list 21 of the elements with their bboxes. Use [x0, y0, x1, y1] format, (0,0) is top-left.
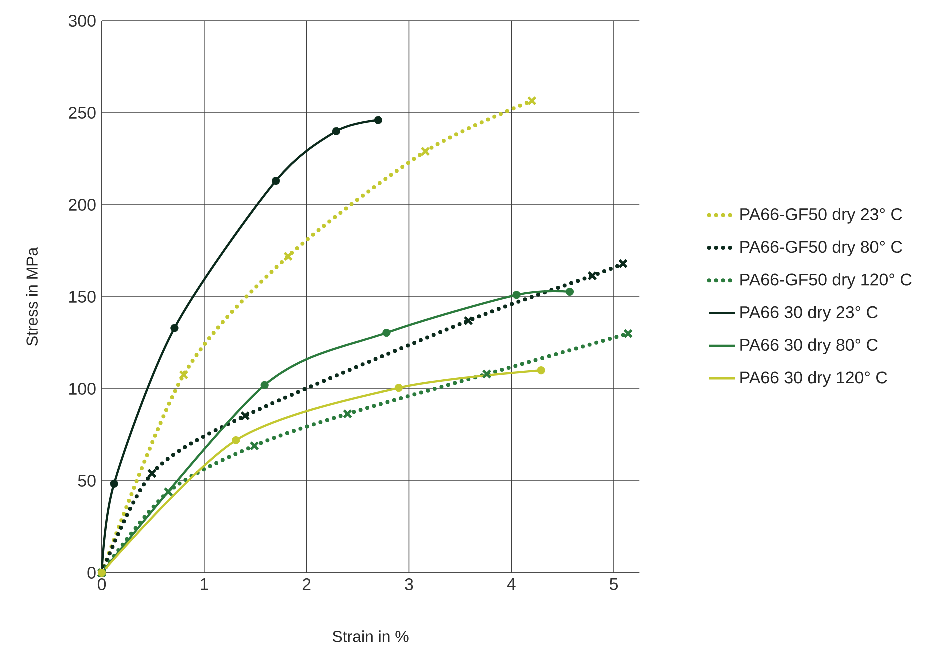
x-tick-label: 5 — [610, 578, 618, 590]
y-tick-label: 100 — [70, 382, 96, 395]
y-tick-label: 300 — [68, 14, 96, 27]
legend-label: PA66 30 dry 80° C — [740, 338, 878, 354]
legend-label: PA66-GF50 dry 23° C — [740, 208, 902, 224]
x-axis-title: Strain in % — [332, 630, 409, 642]
legend-label: PA66 30 dry 23° C — [740, 306, 878, 322]
legend-label: PA66-GF50 dry 80° C — [740, 240, 902, 256]
y-tick-label: 200 — [69, 198, 96, 211]
x-tick-label: 2 — [302, 578, 311, 590]
x-tick-label: 4 — [507, 578, 516, 590]
legend-label: PA66 30 dry 120° C — [740, 371, 888, 388]
x-tick-label: 1 — [200, 578, 208, 590]
y-tick-label: 250 — [69, 106, 96, 119]
y-tick-label: 50 — [78, 474, 96, 487]
legend-label: PA66-GF50 dry 120° C — [740, 273, 912, 290]
y-axis-title: Stress in MPa — [26, 247, 38, 346]
y-tick-label: 0 — [88, 566, 96, 579]
x-tick-label: 0 — [98, 578, 106, 590]
x-tick-label: 3 — [405, 578, 414, 590]
y-tick-label: 150 — [70, 290, 96, 303]
